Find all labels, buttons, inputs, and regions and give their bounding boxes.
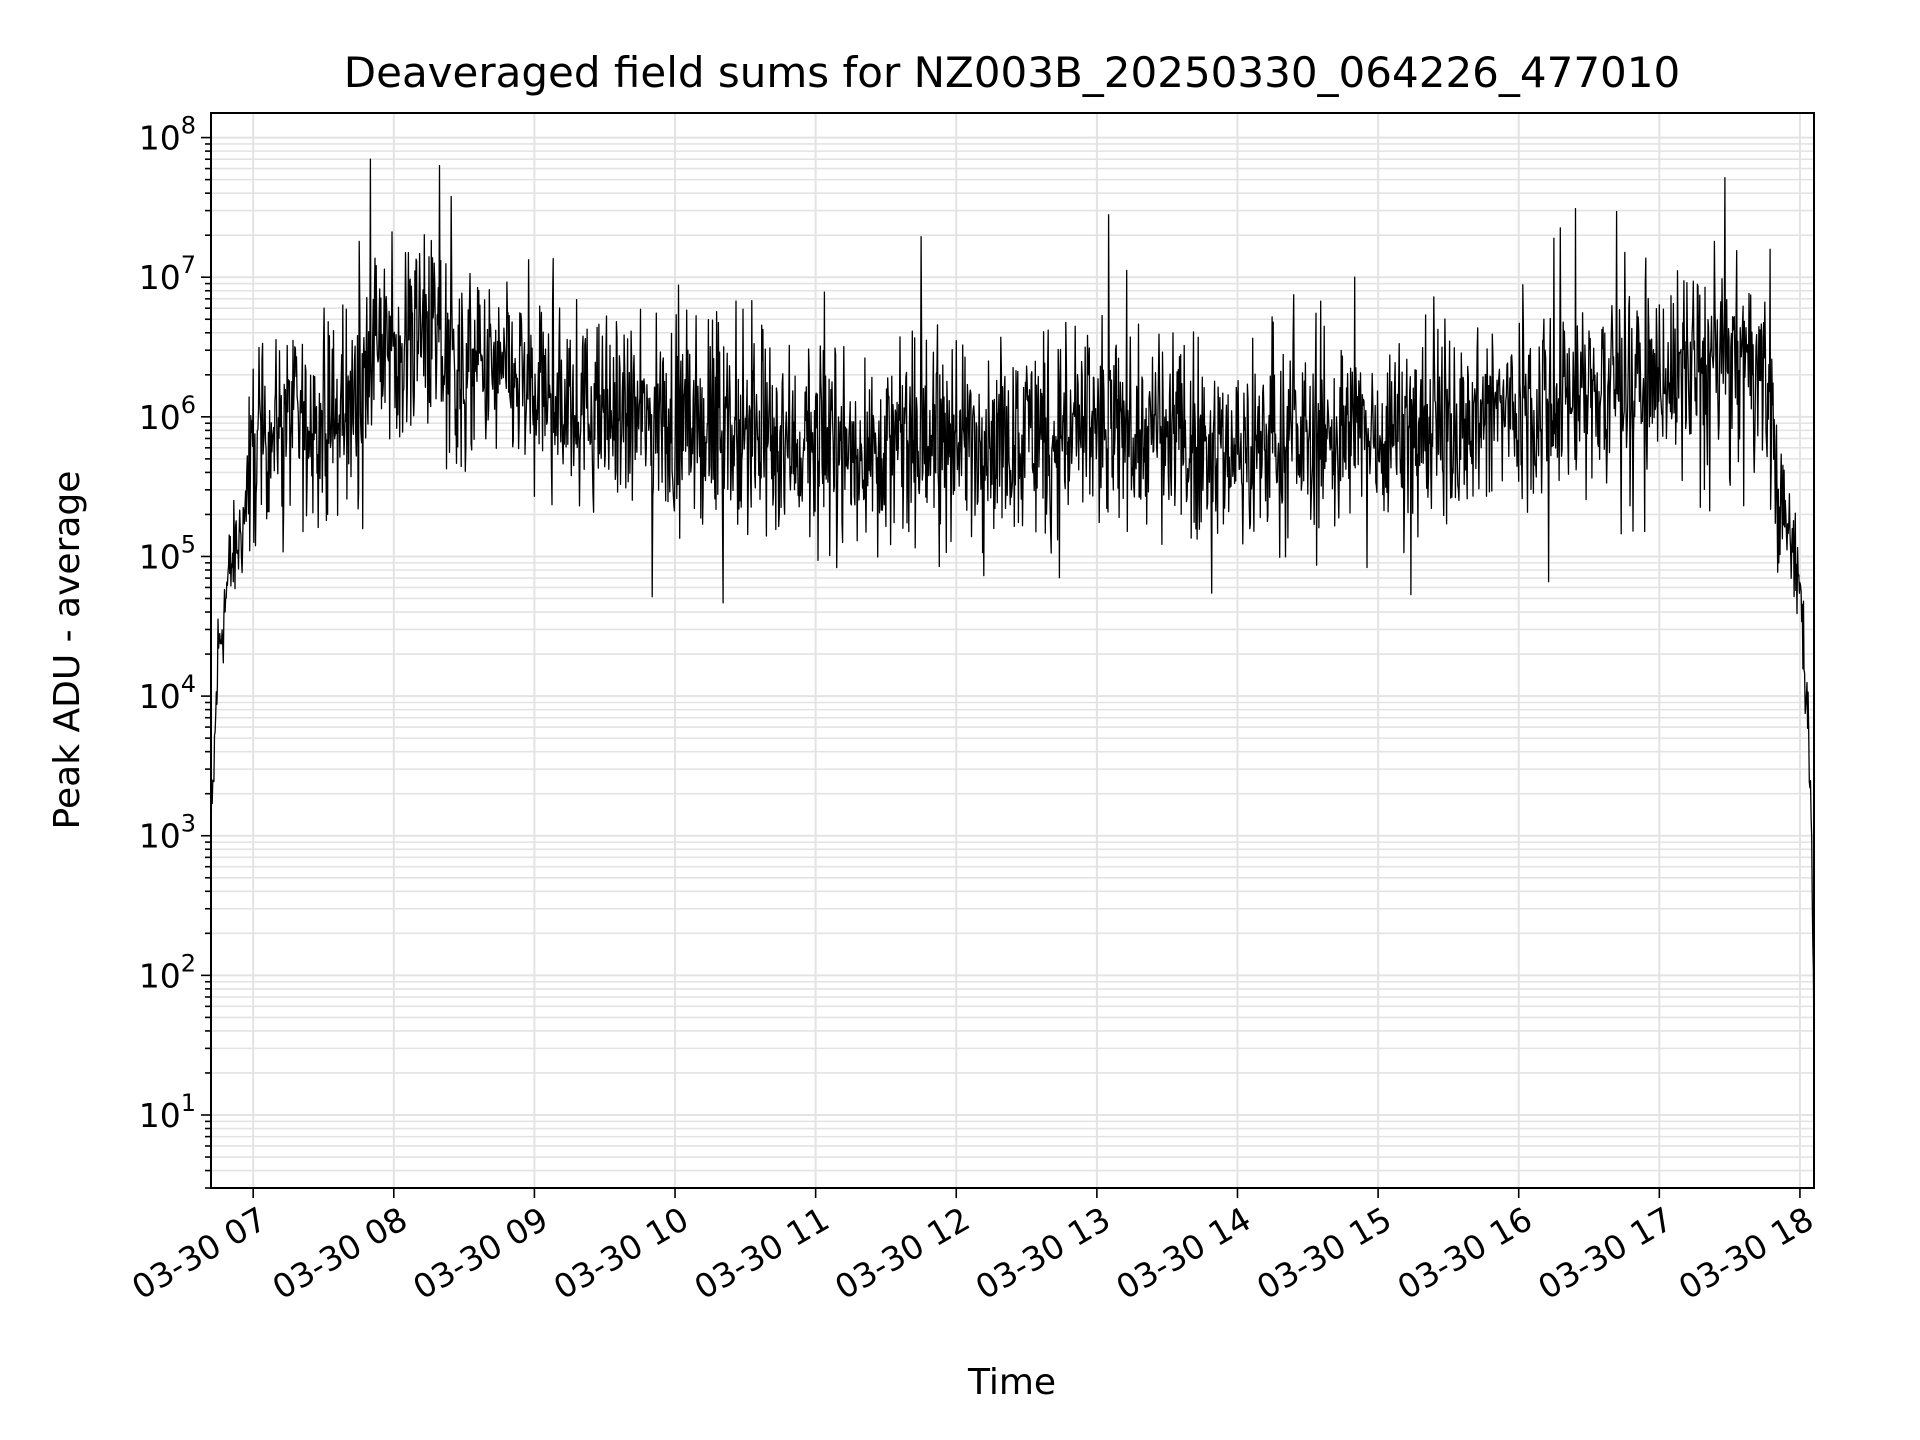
y-tick-label: 105 <box>139 530 196 576</box>
x-tick-label: 03-30 10 <box>547 1199 695 1307</box>
x-tick-label: 03-30 08 <box>266 1199 414 1307</box>
y-tick-label: 107 <box>139 251 196 297</box>
series-group <box>210 158 1815 1051</box>
x-tick-label: 03-30 14 <box>1109 1199 1257 1307</box>
y-tick-label: 103 <box>139 810 196 856</box>
x-tick-label: 03-30 18 <box>1672 1199 1820 1307</box>
y-tick-label: 102 <box>139 949 196 995</box>
y-axis: 101 102 103 104 105 106 107 108 <box>139 112 211 1189</box>
chart-title: Deaveraged field sums for NZ003B_2025033… <box>344 48 1680 97</box>
x-tick-label: 03-30 16 <box>1391 1199 1539 1307</box>
plot-frame <box>210 112 1815 1189</box>
x-tick-label: 03-30 07 <box>125 1199 273 1307</box>
x-tick-label: 03-30 09 <box>406 1199 554 1307</box>
y-tick-label: 104 <box>139 670 196 716</box>
y-tick-label: 106 <box>139 391 196 437</box>
y-tick-label: 108 <box>139 112 196 158</box>
x-tick-label: 03-30 15 <box>1250 1199 1398 1307</box>
x-tick-label: 03-30 13 <box>969 1199 1117 1307</box>
x-axis-title: Time <box>967 1362 1056 1403</box>
y-axis-title: Peak ADU - average <box>47 471 88 830</box>
x-tick-label: 03-30 17 <box>1531 1199 1679 1307</box>
grid <box>211 113 1814 1189</box>
y-tick-label: 101 <box>139 1089 196 1135</box>
x-tick-label: 03-30 11 <box>688 1199 836 1307</box>
series-line <box>210 158 1815 1051</box>
x-tick-label: 03-30 12 <box>828 1199 976 1307</box>
